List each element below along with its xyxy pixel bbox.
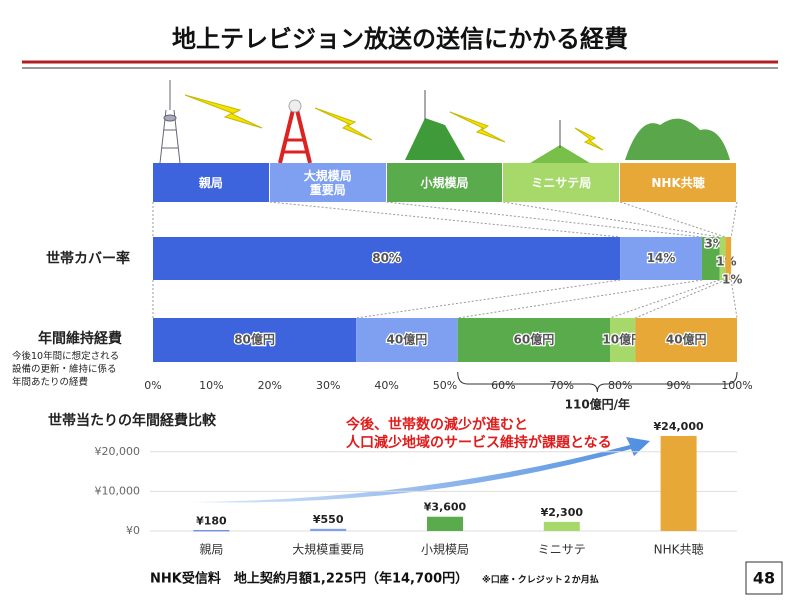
value-label: 1%	[722, 273, 742, 287]
value-label: ¥180	[196, 514, 227, 527]
x-tick-label: 20%	[258, 379, 282, 392]
bar-segment	[153, 237, 621, 280]
y-tick-label: ¥10,000	[95, 484, 141, 497]
x-tick-label: 親局	[199, 543, 223, 557]
brace	[457, 371, 738, 393]
guide-line	[503, 201, 720, 238]
bar-segment	[719, 237, 726, 280]
hill-icon	[405, 118, 465, 160]
legend-entry: ミニサテ局	[503, 163, 621, 202]
footer-text: NHK受信料 地上契約月額1,225円（年14,700円）	[150, 571, 468, 587]
page-box	[745, 561, 783, 595]
guide-line	[457, 279, 703, 319]
tower-icon	[159, 80, 181, 164]
value-label: ¥2,300	[541, 506, 584, 519]
y-tick-label: ¥0	[126, 524, 140, 537]
value-label: 14%	[647, 251, 676, 265]
value-label: 60億円	[514, 332, 555, 347]
footer-note: ※口座・クレジット２か月払	[482, 574, 599, 586]
x-tick-label: 0%	[144, 379, 161, 392]
annotation: 今後、世帯数の減少が進むと 人口減少地域のサービス維持が課題となる	[346, 417, 612, 451]
x-tick-label: 小規模局	[421, 542, 469, 557]
hill-icon	[625, 118, 730, 160]
value-label: 40億円	[387, 332, 428, 347]
bar-segment	[153, 318, 357, 362]
x-tick-label: NHK共聴	[654, 543, 704, 557]
x-tick-label: 50%	[433, 379, 457, 392]
x-tick-label: 90%	[666, 379, 690, 392]
value-label: 80%	[372, 251, 401, 265]
bar-segment	[725, 237, 732, 280]
tower-icon	[278, 99, 312, 164]
chart-title: 世帯当たりの年間経費比較	[48, 412, 217, 429]
guide-line	[620, 201, 726, 238]
y-tick-label: ¥20,000	[95, 445, 141, 458]
x-tick-label: 100%	[721, 379, 752, 392]
bar	[543, 521, 580, 531]
guide-line	[730, 201, 738, 238]
page-number: 48	[753, 569, 775, 588]
guide-line	[269, 201, 621, 238]
value-label: ¥3,600	[424, 501, 467, 514]
value-label: 40億円	[666, 332, 707, 347]
x-tick-label: 60%	[491, 379, 515, 392]
legend-entry: 大規模局 重要局	[269, 163, 387, 202]
x-tick-label: 70%	[550, 379, 574, 392]
row-note: 今後10年間に想定される 設備の更新・維持に係る 年間あたりの経費	[12, 351, 120, 388]
x-tick-label: ミニサテ	[538, 543, 586, 557]
bar-segment	[457, 318, 611, 362]
bar-segment	[610, 318, 636, 362]
value-label: ¥550	[313, 513, 344, 526]
bar-segment	[701, 237, 720, 280]
bar-segment	[620, 237, 702, 280]
bar	[427, 516, 463, 531]
value-label: ¥24,000	[654, 420, 704, 433]
row-label: 年間維持経費	[38, 330, 122, 347]
guide-line	[730, 279, 738, 319]
legend-entry: 親局	[153, 163, 270, 202]
value-label: 80億円	[234, 332, 275, 347]
x-tick-label: 10%	[199, 379, 223, 392]
x-tick-label: 大規模重要局	[292, 542, 364, 557]
trend-arrow	[190, 437, 650, 503]
bar-segment	[356, 318, 458, 362]
bar	[660, 435, 697, 531]
bar-segment	[635, 318, 737, 362]
slide-title: 地上テレビジョン放送の送信にかかる経費	[172, 25, 628, 53]
x-tick-label: 30%	[316, 379, 340, 392]
x-tick-label: 80%	[608, 379, 632, 392]
value-label: 10億円	[602, 332, 643, 347]
hill-icon	[530, 145, 590, 163]
brace-label: 110億円/年	[565, 397, 630, 412]
guide-line	[609, 279, 720, 319]
legend-entry: NHK共聴	[620, 163, 737, 202]
row-label: 世帯カバー率	[46, 250, 130, 267]
x-tick-label: 40%	[374, 379, 398, 392]
legend-entry: 小規模局	[386, 163, 504, 202]
bar	[193, 530, 230, 532]
guide-line	[386, 201, 703, 238]
bar	[310, 528, 347, 531]
signal-icon	[184, 94, 604, 151]
guide-line	[635, 279, 726, 319]
guide-line	[356, 279, 621, 319]
